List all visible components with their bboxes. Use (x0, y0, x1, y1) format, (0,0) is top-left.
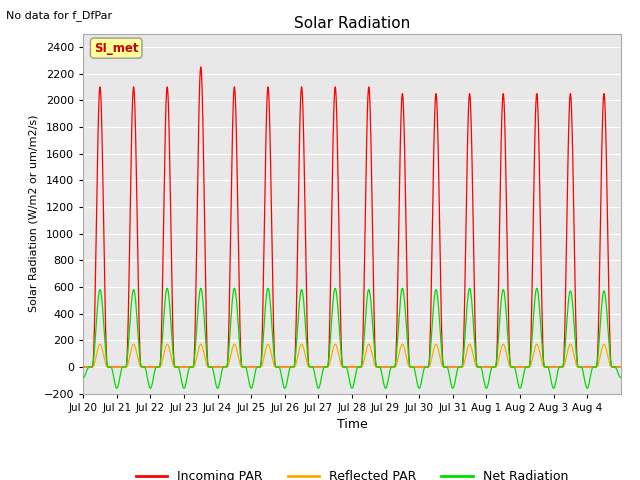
Y-axis label: Solar Radiation (W/m2 or um/m2/s): Solar Radiation (W/m2 or um/m2/s) (28, 115, 38, 312)
Title: Solar Radiation: Solar Radiation (294, 16, 410, 31)
Text: SI_met: SI_met (94, 42, 138, 55)
Legend: Incoming PAR, Reflected PAR, Net Radiation: Incoming PAR, Reflected PAR, Net Radiati… (131, 465, 573, 480)
X-axis label: Time: Time (337, 418, 367, 431)
Text: No data for f_DfPar: No data for f_DfPar (6, 10, 113, 21)
